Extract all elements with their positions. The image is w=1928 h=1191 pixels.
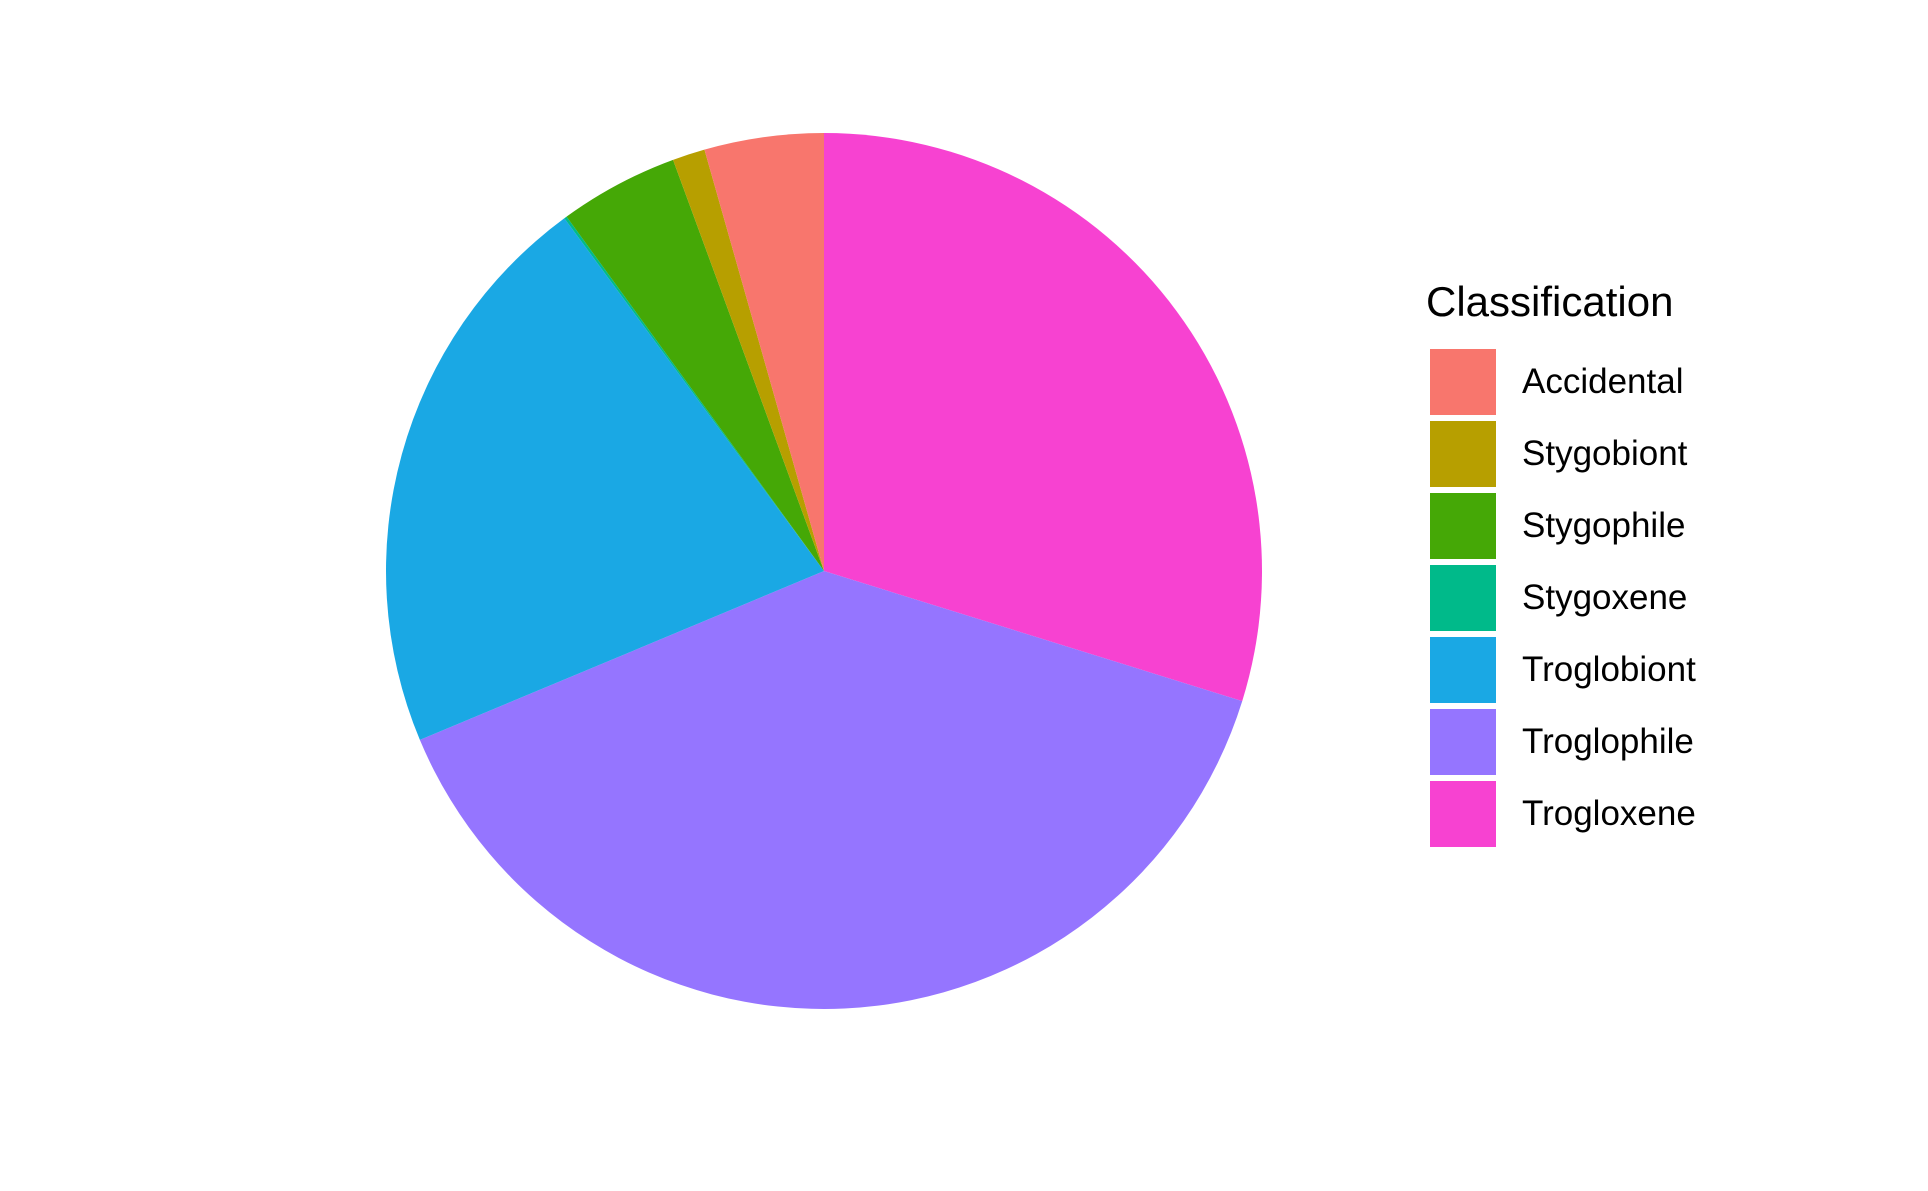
legend-key-trogloxene [1430,781,1496,847]
legend-item-accidental: Accidental [1426,346,1696,418]
legend-label-trogloxene: Trogloxene [1522,794,1696,833]
legend-items: Accidental Stygobiont Stygophile Stygoxene T… [1426,346,1696,850]
legend-title: Classification [1426,278,1674,325]
pie-slices [386,133,1262,1009]
pie-slice-stygophile [566,159,824,571]
legend-item-stygophile: Stygophile [1426,490,1696,562]
legend-item-troglophile: Troglophile [1426,706,1696,778]
legend-label-stygobiont: Stygobiont [1522,434,1688,473]
legend-label-troglophile: Troglophile [1522,722,1694,761]
legend-key-troglophile [1430,709,1496,775]
legend-label-accidental: Accidental [1522,362,1684,401]
legend-key-stygoxene [1430,565,1496,631]
legend-key-stygophile [1430,493,1496,559]
legend-item-trogloxene: Trogloxene [1426,778,1696,850]
legend: Classification Accidental Stygobiont Stygo… [1426,270,1696,850]
legend-item-stygobiont: Stygobiont [1426,418,1696,490]
pie-slice-accidental [704,133,824,571]
legend-key-stygobiont [1430,421,1496,487]
legend-label-troglobiont: Troglobiont [1522,650,1696,689]
legend-label-stygophile: Stygophile [1522,506,1686,545]
legend-item-troglobiont: Troglobiont [1426,634,1696,706]
legend-key-accidental [1430,349,1496,415]
pie-slice-stygoxene [564,216,824,571]
pie-slice-troglophile [419,571,1243,1009]
legend-item-stygoxene: Stygoxene [1426,562,1696,634]
pie-slice-stygobiont [673,149,824,571]
pie-slice-troglobiont [386,218,824,740]
legend-key-troglobiont [1430,637,1496,703]
pie-slice-trogloxene [824,133,1262,702]
legend-label-stygoxene: Stygoxene [1522,578,1688,617]
